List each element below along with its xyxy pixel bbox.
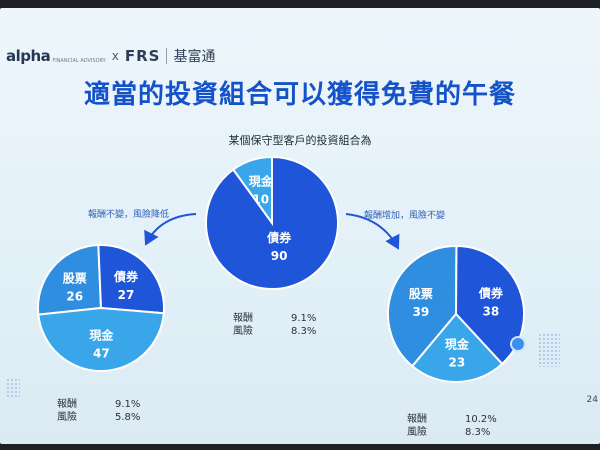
note-left: 報酬不變，風險降低 [88,210,170,220]
stats-center: 報酬 9.1% 風險 8.3% [233,312,316,338]
pie-slice-label-0: 現金 [249,173,274,188]
pie-slice-0 [387,245,458,368]
pie-slice-label-0: 股票 [409,286,433,301]
return-value: 9.1% [291,313,317,324]
pie-slice-value-0: 39 [413,305,430,319]
pie-slice-value-2: 47 [93,347,110,361]
decorative-dots-right [538,333,560,367]
stats-right: 報酬 10.2% 風險 8.3% [407,413,497,439]
return-label: 報酬 [233,313,253,324]
pie-slice-label-2: 現金 [445,336,470,351]
risk-label: 風險 [407,427,427,438]
brand-x: x [111,49,119,63]
page-number: 24 [586,395,598,405]
pie-slice-label-0: 股票 [63,270,87,285]
pie-slice-2 [410,312,504,383]
risk-value: 5.8% [115,412,141,423]
alpha-logo: alpha [6,47,51,65]
slide-title: 適當的投資組合可以獲得免費的午餐 [83,80,516,110]
return-label: 報酬 [407,414,427,425]
accent-dot [510,336,526,352]
pie-slice-label-2: 現金 [89,328,114,343]
pie-slice-value-2: 23 [449,355,466,369]
pie-slice-label-1: 債券 [113,269,139,284]
pie-slice-value-1: 90 [271,249,288,263]
pie-slice-1 [97,244,165,315]
stats-left: 報酬 9.1% 風險 5.8% [57,398,140,424]
brand-divider [166,48,168,64]
pie-slice-value-0: 26 [66,289,83,303]
risk-label: 風險 [233,326,253,337]
note-right: 報酬增加，風險不變 [364,211,446,221]
pie-slice-1 [205,155,339,290]
risk-value: 8.3% [465,427,491,438]
pie-chart-left: 股票 26 債券 27 現金 47 [37,244,165,372]
risk-value: 8.3% [291,326,317,337]
brand-bar: alpha FINANCIAL ADVISORY x FRS 基富通 [6,46,215,66]
slide-subtitle: 某個保守型客戶的投資組合為 [228,134,372,147]
pie-slice-label-1: 債券 [266,230,292,245]
pie-slice-label-1: 債券 [478,285,504,300]
pie-slice-2 [37,306,165,372]
pie-chart-right: 股票 39 債券 38 現金 23 [387,244,526,383]
return-label: 報酬 [57,399,77,410]
risk-label: 風險 [57,412,77,423]
alpha-logo-subtext: FINANCIAL ADVISORY [52,58,106,64]
frs-logo: FRS [124,47,161,65]
pie-slice-value-1: 27 [118,288,135,302]
return-value: 9.1% [115,399,141,410]
decorative-dots-left [6,378,20,398]
slide-screen: alpha FINANCIAL ADVISORY x FRS 基富通 適當的投資… [0,8,600,444]
fundrich-logo: 基富通 [173,49,216,65]
pie-slice-0 [37,244,103,316]
pie-slice-value-1: 38 [483,304,500,318]
return-value: 10.2% [465,414,497,425]
